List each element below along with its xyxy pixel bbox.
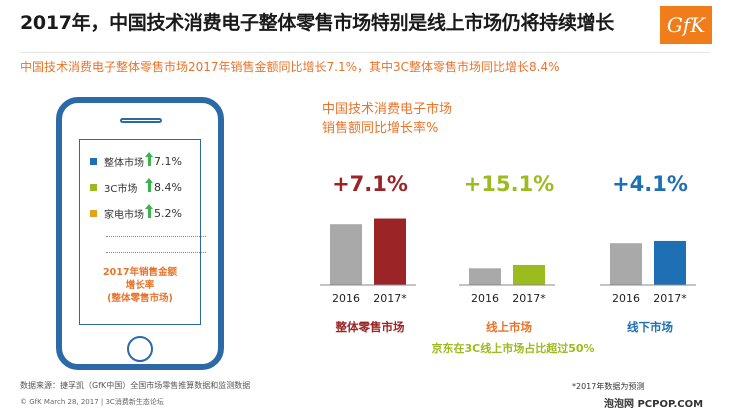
bar-1-0	[469, 268, 501, 285]
phone-home-button	[127, 336, 153, 362]
forecast-note: *2017年数据为预测	[572, 382, 645, 391]
legend-swatch	[90, 209, 97, 217]
group-title: 线上市场	[486, 320, 532, 334]
page-title: 2017年，中国技术消费电子整体零售市场特别是线上市场仍将持续增长	[20, 12, 614, 34]
chart-note: 京东在3C线上市场占比超过50%	[431, 341, 594, 355]
gfk-logo: GfK	[660, 6, 712, 44]
watermark: 泡泡网 PCPOP.COM	[604, 399, 704, 410]
growth-label: +4.1%	[612, 172, 688, 196]
tick-label: 2017*	[653, 292, 687, 305]
bar-0-1	[374, 218, 406, 285]
tick-label: 2016	[612, 292, 640, 305]
tick-label: 2016	[471, 292, 499, 305]
phone-caption: 2017年销售金额 增长率 (整体零售市场)	[80, 266, 200, 305]
group-title: 线下市场	[627, 320, 673, 334]
legend-row-appliance: 家电市场 5.2%	[90, 204, 182, 221]
group-title: 整体零售市场	[335, 320, 405, 334]
bar-2-0	[610, 243, 642, 285]
legend-value: 8.4%	[154, 180, 182, 194]
tick-label: 2016	[332, 292, 360, 305]
phone-speaker	[120, 118, 162, 123]
legend-label: 3C市场	[104, 183, 138, 195]
legend-value: 7.1%	[154, 154, 182, 168]
legend-swatch	[90, 183, 97, 191]
source-note: 数据来源：捷孚凯（GfK中国）全国市场零售推算数据和监测数据	[20, 381, 251, 390]
caption-line: 增长率	[125, 280, 155, 291]
page-subtitle: 中国技术消费电子整体零售市场2017年销售金额同比增长7.1%，其中3C整体零售…	[20, 60, 560, 74]
tick-label: 2017*	[512, 292, 546, 305]
placeholder-line	[106, 252, 206, 253]
growth-label: +15.1%	[464, 172, 554, 196]
placeholder-line	[106, 236, 206, 237]
legend-label: 家电市场	[104, 209, 144, 221]
tick-label: 2017*	[373, 292, 407, 305]
title-rule	[20, 52, 710, 53]
chart-header-line: 销售额同比增长率%	[322, 121, 439, 136]
chart-header: 中国技术消费电子市场 销售额同比增长率%	[322, 100, 452, 138]
chart-header-line: 中国技术消费电子市场	[322, 102, 453, 117]
phone-screen: 整体市场 7.1% 3C市场 8.4% 家电市场 5.2% 2017年销售金额 …	[79, 139, 206, 325]
arrow-up-icon	[145, 204, 153, 218]
bar-1-1	[513, 264, 545, 285]
copyright-note: © GfK March 28, 2017 | 3C消费新生态论坛	[20, 398, 164, 406]
legend-swatch	[90, 157, 97, 165]
growth-label: +7.1%	[332, 172, 408, 196]
legend-label: 整体市场	[104, 157, 144, 169]
arrow-up-icon	[145, 178, 153, 192]
bar-2-1	[654, 240, 686, 285]
arrow-up-icon	[145, 152, 153, 166]
legend-row-3c: 3C市场 8.4%	[90, 178, 182, 195]
caption-line: (整体零售市场)	[107, 293, 173, 304]
phone-illustration: 整体市场 7.1% 3C市场 8.4% 家电市场 5.2% 2017年销售金额 …	[56, 97, 224, 370]
legend-row-overall: 整体市场 7.1%	[90, 152, 182, 169]
caption-line: 2017年销售金额	[103, 267, 177, 278]
bar-0-0	[330, 224, 362, 285]
legend-value: 5.2%	[154, 206, 182, 220]
